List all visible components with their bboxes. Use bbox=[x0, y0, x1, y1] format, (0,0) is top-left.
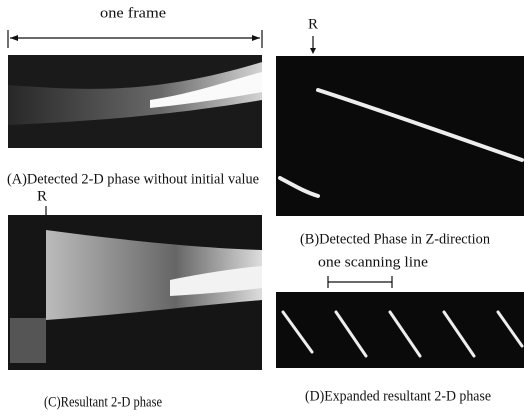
marker-arrowhead bbox=[310, 48, 316, 54]
panel-c-marker: R bbox=[37, 188, 47, 204]
panel-b-image bbox=[276, 56, 524, 216]
panel-d-image bbox=[276, 292, 524, 368]
page: {"figure": { "panel_a": {"label": "one f… bbox=[0, 0, 524, 418]
panel-c-caption: (C)Resultant 2-D phase bbox=[44, 394, 162, 410]
panel-b-marker: R bbox=[308, 16, 318, 32]
panel-c-patch bbox=[10, 318, 46, 363]
panel-a-caption: (A)Detected 2-D phase without initial va… bbox=[7, 171, 259, 187]
panel-d-caption: (D)Expanded resultant 2-D phase bbox=[305, 388, 491, 404]
scan-label: one scanning line bbox=[318, 254, 428, 270]
frame-label: one frame bbox=[100, 5, 166, 21]
panel-b-caption: (B)Detected Phase in Z-direction bbox=[300, 231, 490, 247]
figure: one frame (A)Detected 2-D phase without … bbox=[0, 0, 524, 418]
